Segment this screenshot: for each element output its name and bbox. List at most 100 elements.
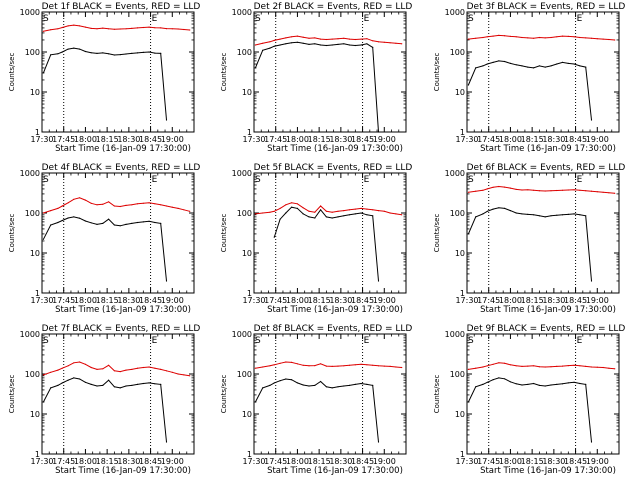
data-point-events (492, 208, 494, 210)
data-point-events (486, 381, 488, 383)
data-point-lld (521, 365, 523, 367)
data-point-lld (521, 189, 523, 191)
data-point-lld (125, 28, 127, 30)
data-point-lld (279, 207, 281, 209)
data-point-lld (269, 41, 271, 43)
data-point-lld (254, 367, 256, 369)
data-point-lld (296, 203, 298, 205)
data-point-events (538, 215, 541, 217)
data-point-lld (177, 207, 179, 209)
data-point-events (561, 214, 564, 216)
y-tick-label: 10 (30, 249, 40, 258)
data-point-events (42, 72, 45, 74)
data-point-events (269, 384, 271, 386)
chart-title: Det 3f BLACK = Events, RED = LLD (467, 2, 626, 12)
data-point-events (556, 383, 558, 385)
data-point-lld (320, 38, 322, 40)
x-tick-label: 18:30 (329, 135, 352, 144)
data-point-events (108, 53, 110, 55)
data-point-lld (550, 190, 552, 192)
plot-frame (41, 333, 195, 455)
data-point-lld (308, 210, 310, 212)
data-point-events (296, 382, 298, 384)
data-point-lld (509, 35, 511, 38)
y-tick-label: 1 (460, 128, 465, 137)
data-point-lld (372, 40, 374, 42)
data-point-events (279, 44, 281, 46)
data-point-events (498, 207, 500, 209)
data-point-lld (160, 204, 162, 206)
data-point-events (57, 221, 59, 224)
data-point-events (354, 44, 356, 47)
data-point-lld (102, 203, 104, 205)
data-point-events (337, 386, 339, 388)
data-point-lld (57, 28, 59, 30)
marker-s: S (468, 14, 474, 24)
series-line-lld (255, 202, 402, 216)
data-point-lld (314, 37, 316, 39)
plot-frame (466, 172, 620, 294)
x-tick-label: 17:45 (477, 296, 500, 305)
data-point-lld (538, 366, 541, 368)
marker-e: E (577, 14, 583, 24)
data-point-lld (401, 43, 403, 45)
data-point-lld (57, 207, 59, 209)
data-point-lld (285, 204, 287, 206)
data-point-events (533, 382, 535, 385)
data-point-lld (509, 187, 511, 189)
x-tick-label: 18:30 (329, 457, 352, 466)
x-tick-label: 18:45 (564, 135, 587, 144)
y-axis-label: Counts/sec (220, 375, 228, 414)
marker-e: E (577, 175, 583, 185)
data-point-lld (544, 190, 546, 192)
data-point-events (527, 66, 529, 68)
data-point-lld (504, 35, 506, 37)
data-point-events (372, 384, 374, 386)
data-point-events (567, 382, 569, 384)
y-tick-label: 1 (35, 289, 40, 298)
y-tick-label: 100 (25, 370, 40, 379)
data-point-events (291, 206, 293, 208)
data-point-lld (154, 203, 156, 205)
data-point-lld (142, 26, 144, 29)
data-point-lld (148, 26, 150, 28)
data-point-lld (521, 36, 523, 39)
data-point-lld (320, 363, 322, 365)
series-line-lld (255, 35, 402, 46)
data-point-events (486, 210, 488, 212)
data-point-lld (291, 36, 293, 38)
data-point-lld (160, 368, 162, 370)
data-point-lld (596, 191, 598, 193)
data-point-events (302, 213, 304, 215)
data-point-lld (567, 35, 569, 38)
chart-title: Det 8f BLACK = Events, RED = LLD (254, 324, 413, 334)
data-point-events (296, 207, 298, 209)
data-point-events (504, 60, 506, 63)
data-point-lld (90, 27, 92, 29)
data-point-events (73, 216, 75, 218)
data-point-events (360, 382, 362, 385)
data-point-lld (590, 366, 593, 368)
x-tick-label: 17:30 (30, 135, 53, 144)
data-point-lld (331, 211, 333, 213)
data-point-lld (262, 212, 264, 214)
marker-e: E (364, 336, 370, 346)
data-point-events (273, 45, 275, 47)
data-point-events (102, 384, 104, 386)
data-point-lld (492, 35, 494, 37)
x-tick-label: 19:00 (161, 135, 184, 144)
x-tick-label: 17:45 (477, 135, 500, 144)
data-point-events (273, 382, 275, 384)
data-point-events (96, 52, 98, 55)
data-point-lld (366, 208, 368, 210)
data-point-events (108, 218, 110, 220)
data-point-lld (360, 363, 362, 365)
data-point-lld (102, 27, 104, 29)
data-point-lld (148, 202, 150, 204)
data-point-events (42, 401, 45, 403)
data-point-events (61, 219, 63, 222)
data-point-events (291, 379, 293, 381)
series-line-events (42, 216, 167, 282)
data-point-events (154, 52, 156, 54)
data-point-lld (160, 27, 162, 29)
